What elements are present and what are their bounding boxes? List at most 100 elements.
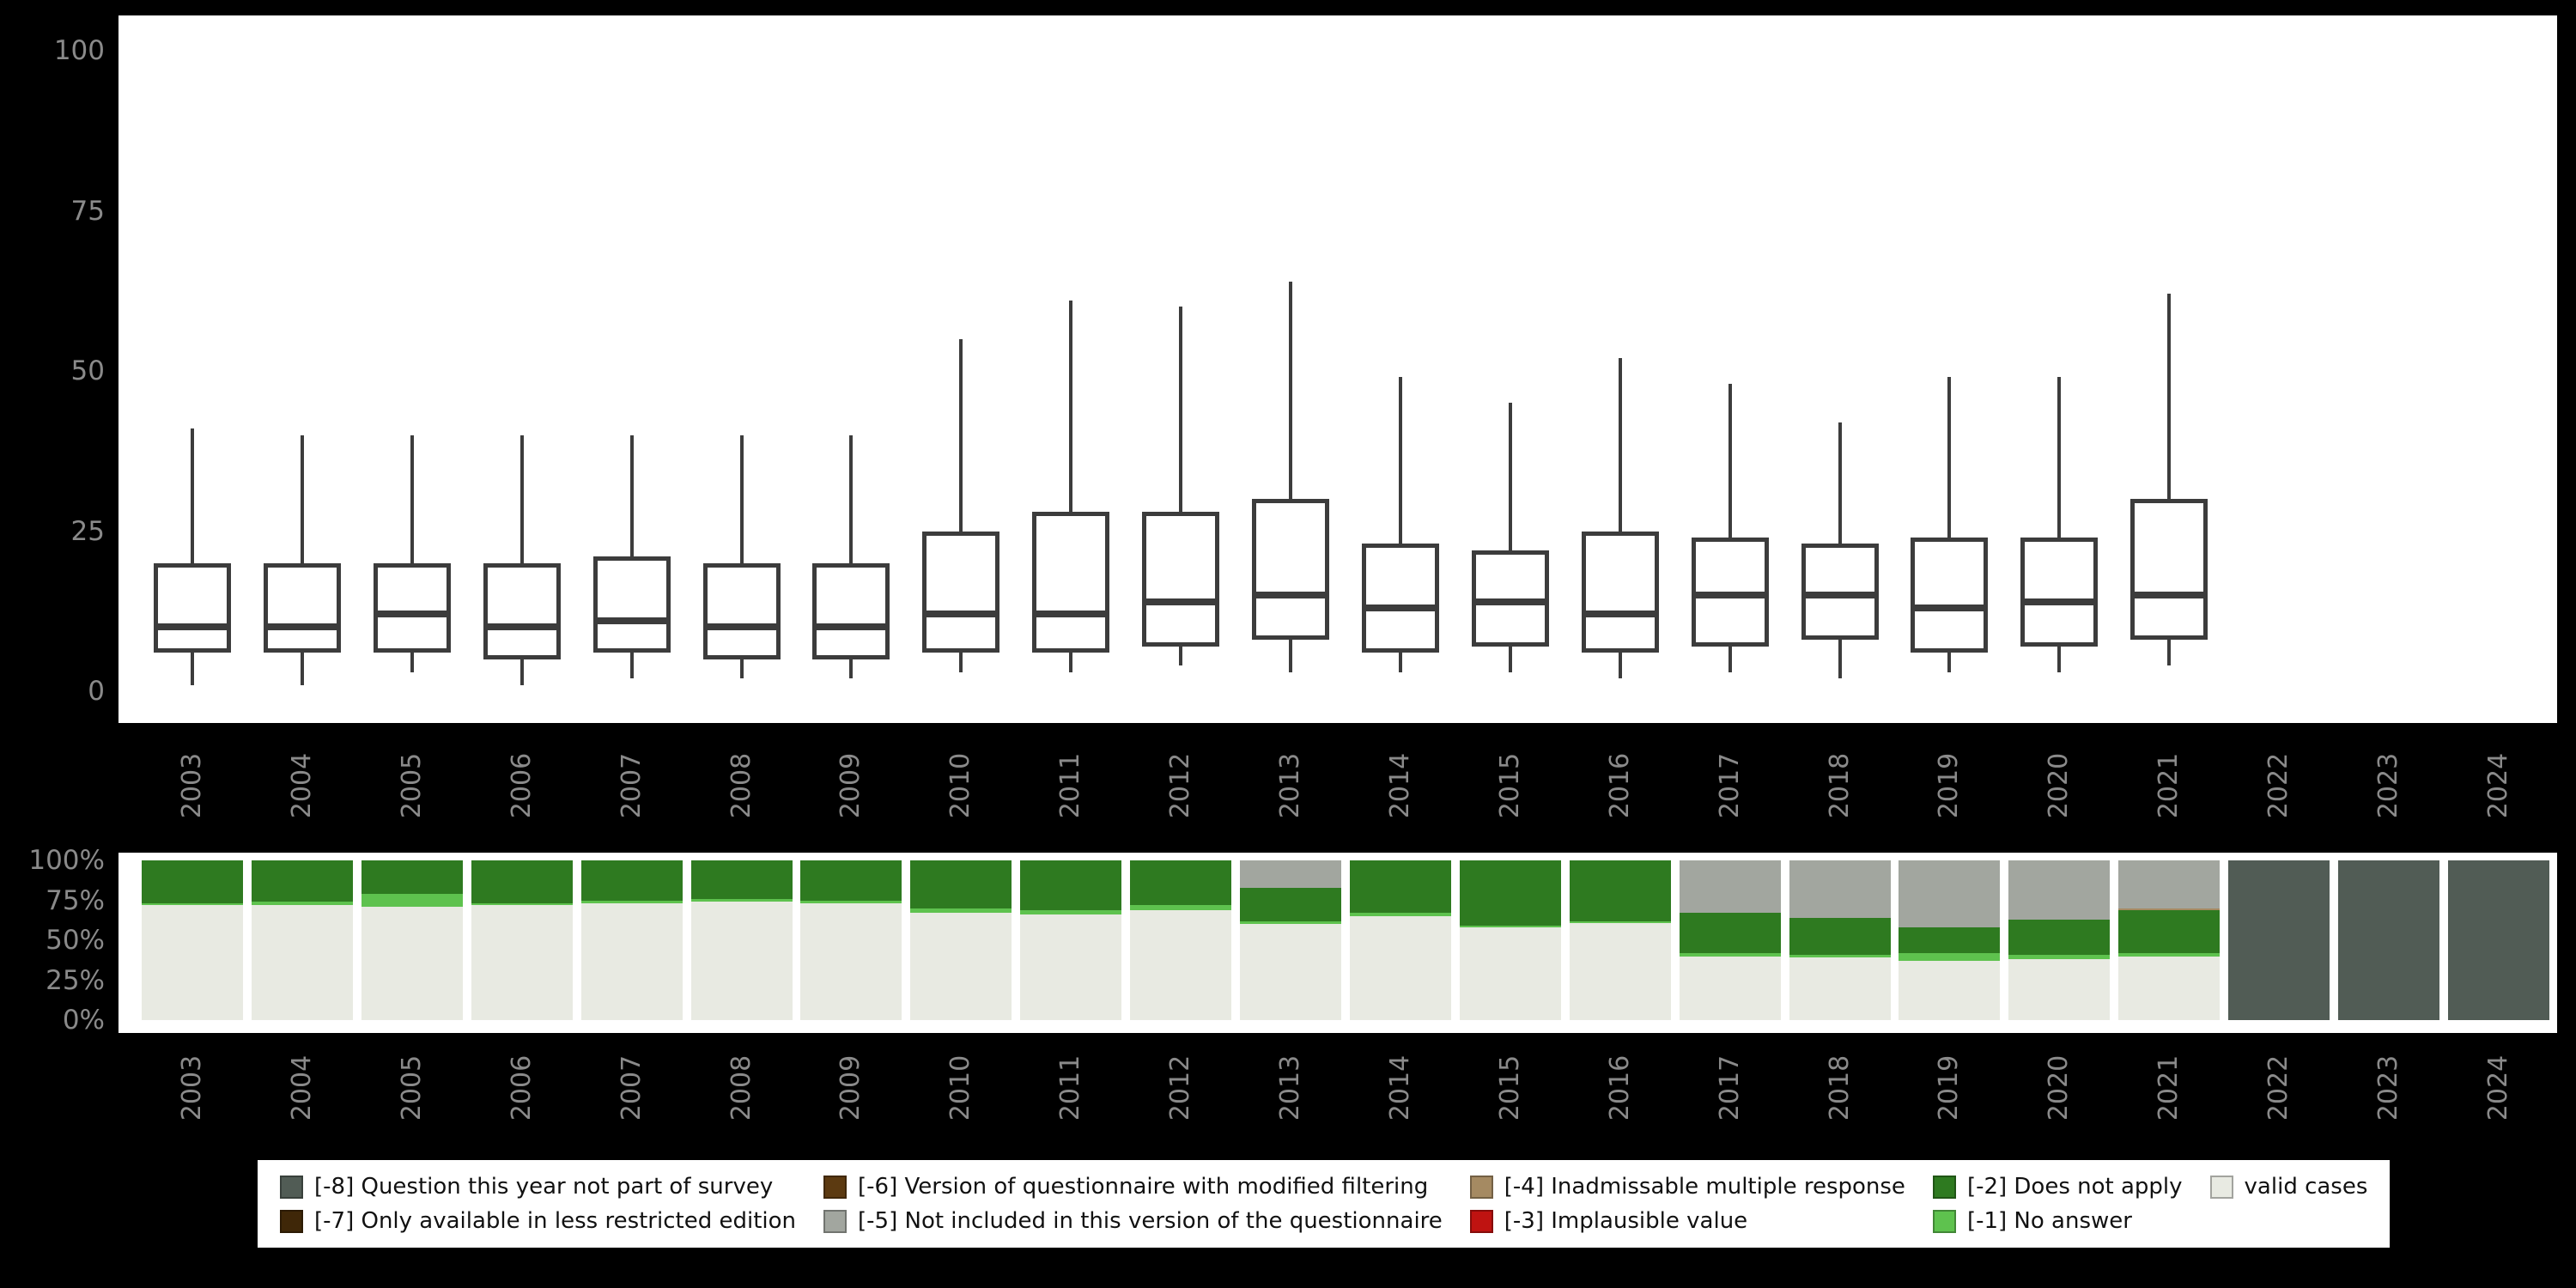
boxplot-year-label: 2020: [2044, 752, 2075, 819]
bar-year-label: 2019: [1934, 1054, 1965, 1121]
legend-item: [-3] Implausible value: [1469, 1208, 1905, 1234]
bar-year-label: 2016: [1604, 1054, 1635, 1121]
bar-segment-valid: [580, 903, 683, 1020]
boxplot-year-label: 2021: [2154, 752, 2184, 819]
boxplot-median: [925, 611, 998, 618]
boxplot-box: [1361, 544, 1439, 653]
legend-item: [-5] Not included in this version of the…: [823, 1208, 1443, 1234]
bar-year-label: 2013: [1275, 1054, 1305, 1121]
boxplot-box: [1142, 512, 1220, 647]
bar-segment-no_answer: [1569, 920, 1671, 923]
bar-segment-no_answer: [251, 902, 353, 906]
bar-segment-not_included: [2008, 860, 2111, 920]
boxplot-whisker: [2057, 377, 2062, 672]
bar-year-label: 2017: [1714, 1054, 1745, 1121]
bar-segment-does_not_apply: [580, 860, 683, 901]
boxplot-box: [263, 562, 341, 653]
bar-segment-no_answer: [1020, 909, 1122, 915]
boxplot-box: [1252, 499, 1329, 641]
boxplot-whisker: [959, 338, 963, 672]
bar-segment-valid: [1020, 914, 1122, 1020]
boxplot-median: [1473, 598, 1546, 605]
percent-y-tick: 0%: [62, 1005, 105, 1036]
bar-segment-valid: [1899, 961, 2001, 1020]
legend-item-label: [-5] Not included in this version of the…: [858, 1208, 1443, 1234]
legend: [-8] Question this year not part of surv…: [258, 1160, 2391, 1248]
bar-segment-no_answer: [2008, 954, 2111, 960]
legend-item-label: [-3] Implausible value: [1504, 1208, 1748, 1234]
legend-item: [-8] Question this year not part of surv…: [280, 1174, 796, 1200]
bar-segment-does_not_apply: [1569, 860, 1671, 921]
bar-segment-no_answer: [1789, 954, 1891, 958]
bar-year-label: 2008: [726, 1054, 756, 1121]
bar-segment-does_not_apply: [471, 860, 573, 904]
boxplot-year-label: 2006: [506, 752, 537, 819]
bar-segment-no_answer: [580, 900, 683, 904]
boxplot-box: [483, 562, 561, 659]
legend-swatch-not_included: [823, 1209, 848, 1233]
bar-segment-does_not_apply: [1679, 913, 1781, 953]
boxplot-box: [702, 562, 781, 659]
bar-segment-no_answer: [1349, 913, 1451, 917]
boxplot-y-tick: 25: [70, 515, 105, 547]
boxplot-year-label: 2018: [1824, 752, 1855, 819]
boxplot-whisker: [1618, 358, 1622, 679]
boxplot-whisker: [1947, 377, 1952, 672]
bar-segment-valid: [1130, 909, 1232, 1020]
boxplot-median: [1145, 598, 1218, 605]
boxplot-year-label: 2015: [1494, 752, 1525, 819]
legend-item: valid cases: [2209, 1174, 2368, 1200]
bar-segment-does_not_apply: [690, 860, 793, 899]
bar-segment-does_not_apply: [910, 860, 1012, 908]
boxplot-median: [375, 611, 448, 618]
percent-y-tick: 75%: [46, 884, 105, 916]
bar-year-label: 2021: [2154, 1054, 2184, 1121]
bar-segment-valid: [251, 905, 353, 1020]
legend-swatch-implausible: [1469, 1209, 1493, 1233]
boxplot-year-label: 2013: [1275, 752, 1305, 819]
bar-segment-valid: [1240, 924, 1341, 1020]
bar-year-label: 2009: [835, 1054, 866, 1121]
bar-segment-does_not_apply: [1020, 860, 1122, 910]
bar-year-label: 2003: [177, 1054, 207, 1121]
percent-y-tick: 25%: [46, 964, 105, 996]
boxplot-whisker: [300, 434, 304, 685]
bar-segment-valid: [1789, 957, 1891, 1020]
boxplot-year-label: 2008: [726, 752, 756, 819]
boxplot-box: [812, 562, 890, 659]
boxplot-whisker: [2167, 294, 2172, 666]
bar-segment-not_included: [2118, 860, 2221, 908]
boxplot-year-label: 2010: [945, 752, 976, 819]
boxplot-whisker: [410, 434, 414, 672]
bar-year-label: 2011: [1055, 1054, 1086, 1121]
legend-item-label: [-7] Only available in less restricted e…: [314, 1208, 797, 1234]
boxplot-box: [1911, 537, 1989, 653]
legend-swatch-does_not_apply: [1932, 1175, 1956, 1199]
boxplot-year-label: 2014: [1384, 752, 1415, 819]
boxplot-median: [1803, 592, 1876, 599]
legend-item: [-1] No answer: [1932, 1208, 2183, 1234]
bar-segment-not_included: [1679, 860, 1781, 914]
boxplot-whisker: [739, 434, 744, 679]
legend-item-label: [-8] Question this year not part of surv…: [314, 1174, 774, 1200]
boxplot-box: [1581, 531, 1659, 653]
bar-segment-no_answer: [800, 900, 902, 904]
bar-segment-valid: [471, 905, 573, 1020]
boxplot-whisker: [191, 428, 194, 685]
bar-segment-no_answer: [910, 908, 1012, 914]
bar-segment-no_answer: [361, 894, 463, 907]
bar-segment-valid: [910, 913, 1012, 1020]
bar-year-label: 2024: [2482, 1054, 2513, 1121]
boxplot-median: [1035, 611, 1108, 618]
bar-segment-does_not_apply: [361, 860, 463, 895]
boxplot-year-label: 2009: [835, 752, 866, 819]
bar-segment-does_not_apply: [2008, 919, 2111, 955]
bar-year-label: 2022: [2263, 1054, 2294, 1121]
bar-year-label: 2015: [1494, 1054, 1525, 1121]
bar-segment-does_not_apply: [1899, 927, 2001, 953]
boxplot-median: [485, 623, 558, 631]
boxplot-median: [815, 623, 888, 631]
legend-item-label: valid cases: [2244, 1174, 2368, 1200]
boxplot-y-tick: 50: [70, 355, 105, 386]
bar-segment-valid: [1459, 927, 1561, 1020]
